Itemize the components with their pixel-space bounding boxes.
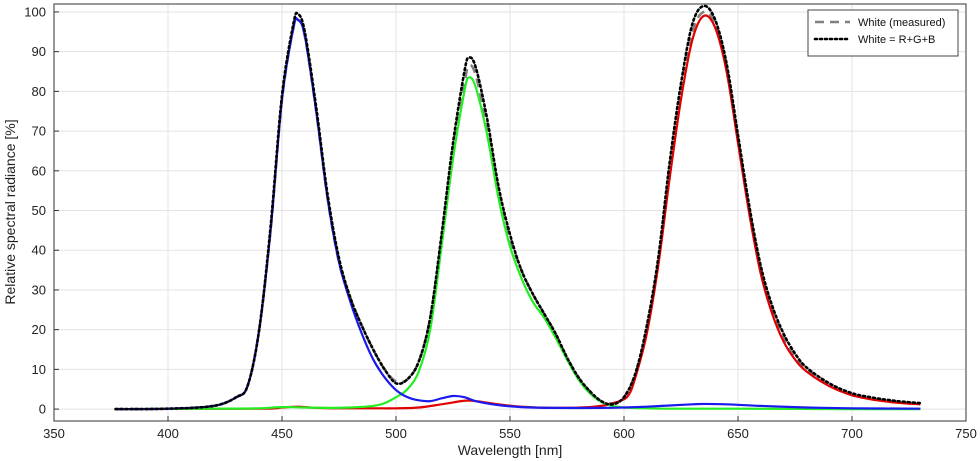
ticks: 350 400 450 500 550 600 650 700 750 0 10 20 30 40 50 60…: [24, 4, 977, 441]
y-tick-label: 100: [24, 4, 46, 19]
legend-label: White = R+G+B: [858, 34, 935, 46]
x-tick-label: 700: [841, 426, 863, 441]
legend-label: White (measured): [858, 17, 945, 29]
y-tick-label: 40: [32, 243, 46, 258]
y-tick-label: 0: [39, 402, 46, 417]
series-group: [114, 4, 922, 411]
x-tick-label: 750: [955, 426, 977, 441]
x-tick-label: 450: [271, 426, 293, 441]
y-tick-label: 80: [32, 84, 46, 99]
y-tick-label: 20: [32, 322, 46, 337]
x-tick-label: 550: [499, 426, 521, 441]
x-tick-label: 400: [157, 426, 179, 441]
x-tick-label: 600: [613, 426, 635, 441]
legend: White (measured) White = R+G+B: [807, 9, 959, 57]
series-line-white-rgb-sum: [114, 4, 922, 411]
y-tick-label: 50: [32, 203, 46, 218]
x-tick-label: 650: [727, 426, 749, 441]
legend-box: [807, 9, 959, 57]
y-axis-label: Relative spectral radiance [%]: [2, 119, 18, 304]
x-tick-label: 350: [43, 426, 65, 441]
y-tick-label: 60: [32, 163, 46, 178]
y-tick-label: 70: [32, 124, 46, 139]
x-axis-label: Wavelength [nm]: [458, 442, 563, 458]
x-tick-label: 500: [385, 426, 407, 441]
y-tick-label: 30: [32, 282, 46, 297]
y-tick-label: 90: [32, 44, 46, 59]
y-tick-label: 10: [32, 362, 46, 377]
series-line-red: [115, 14, 921, 411]
